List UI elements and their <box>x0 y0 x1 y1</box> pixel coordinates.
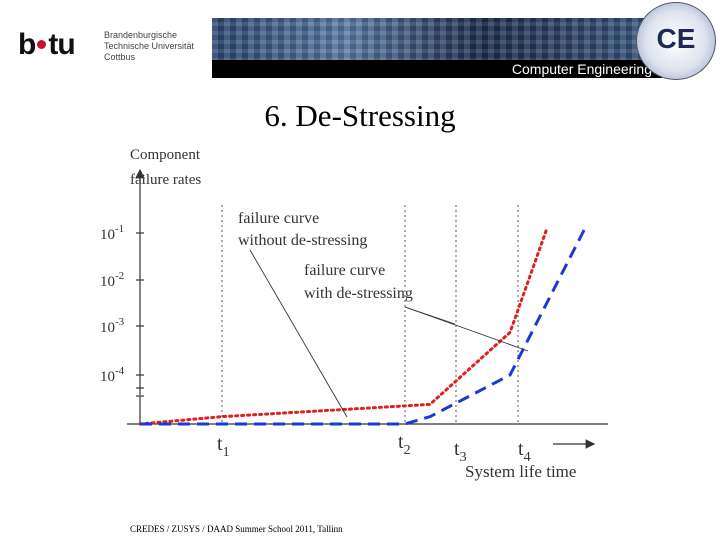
x-axis-label: System life time <box>465 462 576 481</box>
logo-dot <box>37 39 47 49</box>
y-axis-label-line-2: failure rates <box>130 172 201 188</box>
ce-emblem: CE <box>636 2 716 80</box>
series-line-1 <box>138 226 549 426</box>
x-mark-label-t2: t2 <box>398 431 411 458</box>
x-mark-label-t1: t1 <box>217 433 230 460</box>
btu-logo-mark: b tu <box>18 28 76 61</box>
header-banner: Computer Engineering <box>212 18 662 78</box>
y-tick-label-1: 10-1 <box>100 223 124 243</box>
annotation-1-line-2: without de-stressing <box>238 232 367 249</box>
y-tick-label-3: 10-3 <box>100 316 125 336</box>
ce-emblem-text: CE <box>656 23 696 54</box>
leader-line-2b <box>404 306 456 325</box>
university-name: Brandenburgische Technische Universität … <box>104 30 194 63</box>
slide-title: 6. De-Stressing <box>264 98 456 133</box>
x-mark-label-t4: t4 <box>518 438 531 465</box>
slide-footer: CREDES / ZUSYS / DAAD Summer School 2011… <box>130 524 343 534</box>
university-line-2: Technische Universität <box>104 41 195 51</box>
series-line-2 <box>140 227 587 426</box>
banner-label: Computer Engineering <box>212 60 662 78</box>
annotation-1-line-1: failure curve <box>238 210 319 227</box>
annotation-2-line-1: failure curve <box>304 262 385 279</box>
university-line-1: Brandenburgische <box>104 30 178 40</box>
y-axis-label-line-1: Component <box>130 147 201 163</box>
y-tick-label-2: 10-2 <box>100 270 124 290</box>
university-line-3: Cottbus <box>104 52 136 62</box>
leader-line-1 <box>249 249 348 418</box>
btu-logo: b tu Brandenburgische Technische Universi… <box>18 26 208 66</box>
x-mark-label-t3: t3 <box>454 438 467 465</box>
annotation-2-line-2: with de-stressing <box>304 285 413 302</box>
y-tick-label-4: 10-4 <box>100 365 125 385</box>
chip-image <box>212 18 662 62</box>
